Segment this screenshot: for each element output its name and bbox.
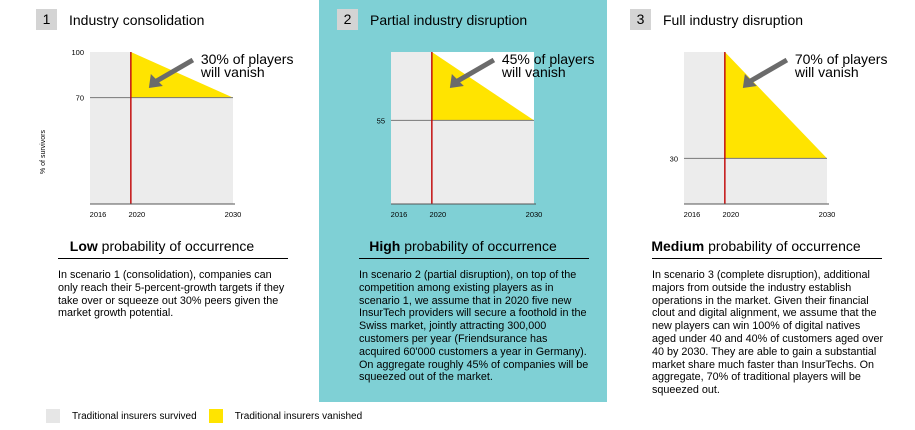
arrow-icon (449, 57, 496, 88)
probability-heading: High probability of occurrence (319, 238, 607, 254)
legend: Traditional insurers survived Traditiona… (46, 409, 374, 423)
scenario-title: Full industry disruption (663, 11, 804, 28)
annotation-line-1: 45% of players (502, 51, 595, 67)
probability-suffix: probability of occurrence (97, 238, 255, 254)
scenario-chart: 100 70 2016 2020 2030 % of survivors 30% of pl… (40, 48, 294, 219)
legend-item-vanished: Traditional insurers vanished (208, 409, 363, 423)
probability-level: Low (69, 238, 98, 254)
scenario-header: 2 Partial industry disruption (337, 9, 527, 30)
scenario-description: In scenario 1 (consolidation), companies… (58, 269, 285, 320)
divider (652, 258, 882, 259)
annotation-line-2: will vanish (501, 64, 566, 80)
scenario-panel-3: 3 Full industry disruption 30 2016 2020 2030 7… (612, 0, 900, 402)
annotation-line-2: will vanish (794, 64, 859, 80)
scenario-number: 2 (337, 9, 358, 30)
scenario-panel-2: 2 Partial industry disruption 55 2016 2020 20… (319, 0, 607, 402)
annotation-line-2: will vanish (200, 64, 265, 80)
legend-label-vanished: Traditional insurers vanished (234, 410, 363, 422)
legend-swatch-vanished (208, 409, 223, 423)
probability-suffix: probability of occurrence (704, 238, 861, 254)
y-tick-label: 30 (670, 154, 678, 163)
scenario-description: In scenario 2 (partial disruption), on t… (359, 269, 589, 384)
divider (58, 258, 288, 259)
survived-area (391, 52, 534, 204)
scenario-header: 1 Industry consolidation (36, 9, 204, 30)
y-tick-label: 55 (377, 116, 385, 125)
scenario-title: Industry consolidation (69, 11, 205, 28)
x-tick-label: 2020 (723, 210, 740, 219)
arrow-icon (148, 57, 195, 88)
x-tick-label: 2020 (129, 210, 146, 219)
probability-level: High (369, 238, 401, 254)
probability-suffix: probability of occurrence (400, 238, 557, 254)
scenario-description: In scenario 3 (complete disruption), add… (652, 269, 884, 397)
x-tick-label: 2030 (225, 210, 242, 219)
probability-heading: Medium probability of occurrence (612, 238, 900, 254)
x-tick-label: 2016 (90, 210, 107, 219)
x-tick-label: 2016 (684, 210, 701, 219)
annotation-line-1: 30% of players (201, 51, 294, 67)
arrow-icon (742, 57, 789, 88)
scenario-number: 1 (36, 9, 57, 30)
annotation-line-1: 70% of players (795, 51, 888, 67)
x-tick-label: 2030 (819, 210, 836, 219)
scenario-number: 3 (630, 9, 651, 30)
x-tick-label: 2030 (526, 210, 543, 219)
scenario-panel-1: 1 Industry consolidation 100 70 2016 2020 2030… (18, 0, 306, 402)
legend-item-survived: Traditional insurers survived (46, 409, 197, 423)
probability-heading: Low probability of occurrence (18, 238, 306, 254)
divider (359, 258, 589, 259)
y-axis-label: % of survivors (40, 130, 47, 174)
x-tick-label: 2016 (391, 210, 408, 219)
x-tick-label: 2020 (430, 210, 447, 219)
scenario-title: Partial industry disruption (370, 11, 528, 28)
legend-swatch-survived (46, 409, 60, 423)
scenario-header: 3 Full industry disruption (630, 9, 803, 30)
probability-level: Medium (651, 238, 705, 254)
y-tick-label: 100 (71, 48, 84, 57)
y-tick-label: 70 (76, 94, 84, 103)
legend-label-survived: Traditional insurers survived (72, 410, 197, 422)
